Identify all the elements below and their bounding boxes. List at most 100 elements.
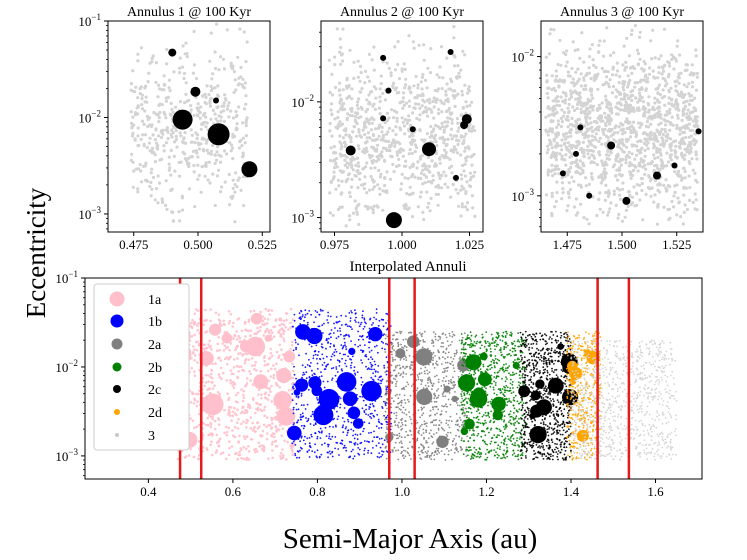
background-particle xyxy=(667,90,671,94)
particle-2a xyxy=(408,400,410,403)
background-particle xyxy=(566,135,570,139)
background-particle xyxy=(582,154,586,158)
background-particle xyxy=(549,27,553,31)
background-particle xyxy=(422,43,426,47)
particle-1a xyxy=(281,427,285,431)
background-particle xyxy=(409,142,414,146)
particle-2a xyxy=(430,452,433,455)
background-particle xyxy=(239,188,243,192)
background-particle xyxy=(550,146,554,150)
background-particle xyxy=(177,174,182,178)
background-particle xyxy=(682,157,687,161)
background-particle xyxy=(546,106,550,110)
background-particle xyxy=(370,177,374,182)
background-particle xyxy=(456,191,460,195)
particle-1b xyxy=(354,433,357,436)
background-particle xyxy=(165,207,169,211)
particle-1b xyxy=(345,412,348,415)
background-particle xyxy=(164,99,168,103)
background-particle xyxy=(348,113,352,118)
background-particle xyxy=(157,116,161,120)
background-particle xyxy=(136,190,140,194)
background-particle xyxy=(244,94,248,98)
background-particle xyxy=(229,149,233,153)
particle-1a xyxy=(249,329,253,332)
background-particle xyxy=(432,116,436,120)
background-particle xyxy=(688,198,692,202)
particle-1b xyxy=(374,363,377,366)
background-particle xyxy=(369,166,373,170)
particle-2a xyxy=(432,408,435,411)
particle-1a xyxy=(203,384,206,388)
particle-1a xyxy=(244,384,247,388)
background-particle xyxy=(383,98,387,102)
background-particle xyxy=(397,91,401,95)
background-particle xyxy=(149,171,153,175)
background-particle xyxy=(213,161,217,165)
particle-1a xyxy=(231,414,234,418)
background-particle xyxy=(408,165,412,170)
background-particle xyxy=(439,45,444,49)
particle-1a xyxy=(291,453,295,457)
particle-2a xyxy=(415,389,418,392)
particle-1a xyxy=(272,335,276,339)
particle-1b xyxy=(368,346,370,349)
background-particle xyxy=(144,161,148,165)
particle-1b xyxy=(334,348,337,351)
background-particle xyxy=(178,100,182,104)
particle-1b xyxy=(325,347,327,350)
background-particle xyxy=(593,135,597,139)
background-particle xyxy=(219,110,223,114)
background-particle xyxy=(426,66,430,70)
particle-2a xyxy=(431,421,434,424)
background-particle xyxy=(461,105,465,110)
particle-1b xyxy=(380,382,382,385)
particle-2a xyxy=(435,374,438,377)
background-particle xyxy=(425,86,429,90)
background-particle xyxy=(685,112,689,116)
background-particle xyxy=(605,26,609,30)
background-particle xyxy=(137,143,141,148)
particle-1a xyxy=(236,391,240,395)
large-body-1b xyxy=(295,324,311,340)
background-particle xyxy=(136,187,140,191)
background-particle xyxy=(625,93,629,97)
background-particle xyxy=(647,95,651,99)
background-particle xyxy=(675,123,679,128)
particle-1b xyxy=(291,399,294,402)
particle-1b xyxy=(329,346,332,348)
particle-1a xyxy=(233,406,236,410)
particle-1b xyxy=(297,408,300,411)
particle-1a xyxy=(227,357,230,361)
background-particle xyxy=(152,110,156,115)
background-particle xyxy=(230,146,235,150)
particle-1b xyxy=(334,374,337,377)
background-particle xyxy=(133,138,137,142)
particle-1b xyxy=(357,338,360,341)
background-particle xyxy=(359,90,363,94)
particle-1a xyxy=(235,421,239,425)
background-particle xyxy=(624,161,628,165)
background-particle xyxy=(235,185,239,189)
particle-1a xyxy=(255,401,258,405)
background-particle xyxy=(629,203,633,207)
background-particle xyxy=(464,205,468,209)
particle-2a xyxy=(416,421,419,424)
particle-1a xyxy=(245,421,248,425)
background-particle xyxy=(675,101,679,105)
particle-1b xyxy=(375,318,378,321)
background-particle xyxy=(677,145,682,149)
background-particle xyxy=(665,164,669,168)
background-particle xyxy=(354,206,358,211)
particle-1b xyxy=(365,408,367,411)
particle-1b xyxy=(324,426,327,429)
particle-1b xyxy=(292,423,295,426)
background-particle xyxy=(357,128,361,132)
particle-1b xyxy=(311,435,313,438)
background-particle xyxy=(463,149,467,153)
background-particle xyxy=(676,116,680,120)
particle-1a xyxy=(192,402,196,405)
background-particle xyxy=(660,72,664,76)
background-particle xyxy=(564,137,568,141)
background-particle xyxy=(555,103,559,107)
